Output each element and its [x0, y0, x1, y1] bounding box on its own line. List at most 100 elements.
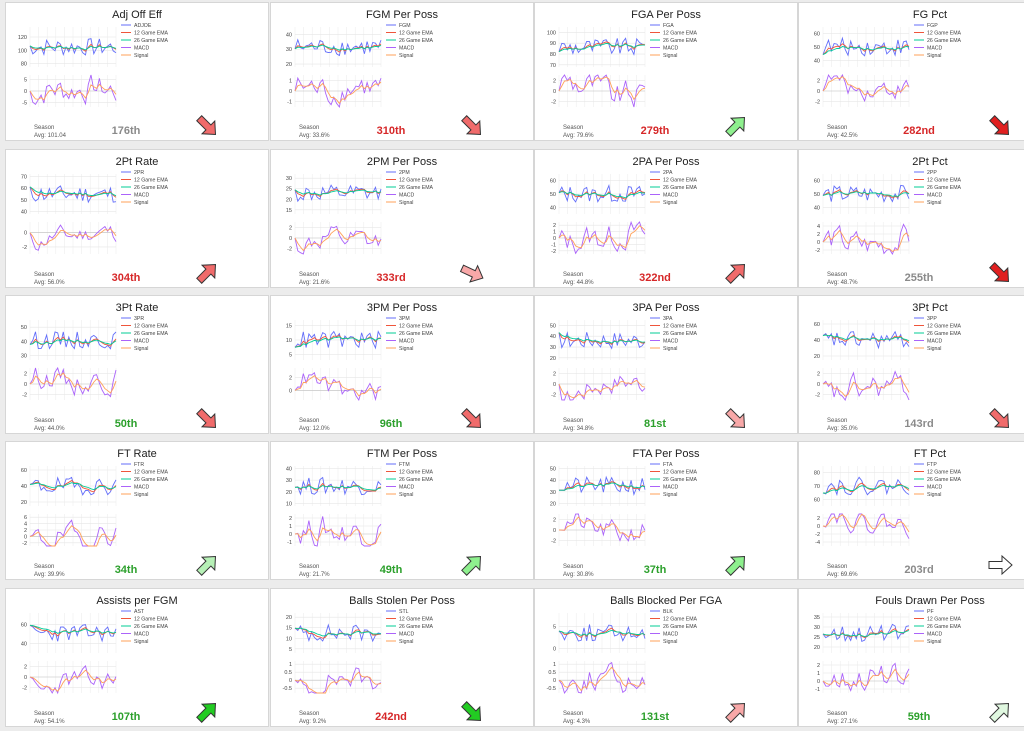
signal-series-line: [558, 379, 646, 399]
tick-label: 40: [21, 641, 27, 647]
tick-label: 0: [817, 679, 820, 685]
tick-label: 70: [814, 484, 820, 490]
legend-entry: 2PM: [399, 170, 410, 176]
legend-entry: FTA: [663, 462, 673, 468]
rank-label: 131st: [640, 711, 670, 723]
legend-entry: 26 Game EMA: [134, 477, 169, 483]
legend-entry: MACD: [927, 632, 943, 638]
legend-entry: ADJOE: [134, 23, 152, 29]
trend-arrow-icon: [725, 408, 746, 429]
season-label: Season: [34, 125, 55, 131]
tick-label: 70: [550, 63, 556, 69]
tick-label: 60: [21, 468, 27, 474]
legend-entry: MACD: [399, 485, 415, 491]
season-average: Avg: 27.1%: [827, 719, 858, 725]
rank-label: 304th: [111, 272, 141, 284]
legend-entry: AST: [134, 609, 145, 615]
rank-label: 282nd: [903, 125, 935, 137]
signal-series-line: [294, 671, 382, 694]
tick-label: 30: [550, 345, 556, 351]
stat-series-line: [294, 38, 382, 57]
legend-entry: 12 Game EMA: [134, 324, 169, 330]
legend-entry: 26 Game EMA: [927, 185, 962, 191]
tick-label: 50: [814, 192, 820, 198]
legend-entry: 26 Game EMA: [927, 331, 962, 337]
legend-entry: Signal: [134, 492, 148, 498]
tick-label: 0: [553, 647, 556, 653]
ema12-series-line: [29, 480, 117, 493]
tick-label: 40: [21, 484, 27, 490]
legend-entry: 26 Game EMA: [399, 624, 434, 630]
season-label: Season: [563, 272, 584, 278]
legend-entry: MACD: [927, 339, 943, 345]
ema26-series-line: [294, 44, 382, 51]
tick-label: 80: [550, 52, 556, 58]
season-label: Season: [563, 711, 584, 717]
legend-entry: 12 Game EMA: [927, 617, 962, 623]
rank-label: 255th: [904, 272, 934, 284]
tick-label: 2: [289, 516, 292, 522]
arrow-shape: [196, 408, 217, 429]
arrow-shape: [196, 115, 217, 136]
tick-label: 50: [21, 198, 27, 204]
chart-title: 3PM Per Poss: [366, 302, 438, 314]
tick-label: 0: [24, 231, 27, 237]
macd-series-line: [822, 662, 910, 692]
tick-label: 40: [286, 466, 292, 472]
tick-label: 100: [547, 30, 556, 36]
season-label: Season: [827, 418, 848, 424]
legend-entry: 2PA: [663, 170, 673, 176]
tick-label: 2: [817, 663, 820, 669]
stat-series-line: [822, 184, 910, 203]
rank-label: 49th: [379, 564, 403, 576]
season-average: Avg: 69.6%: [827, 572, 858, 578]
tick-label: 0: [553, 382, 556, 388]
stat-card: Fouls Drawn Per Poss 35 30 25 20 2 1 0 -1 PF 12 Ga…: [798, 588, 1024, 727]
stat-series-line: [558, 624, 646, 642]
season-average: Avg: 30.8%: [563, 572, 594, 578]
tick-label: 50: [550, 323, 556, 329]
tick-label: 2: [24, 528, 27, 534]
tick-label: 20: [814, 645, 820, 651]
legend-entry: Signal: [399, 492, 413, 498]
chart-title: Balls Stolen Per Poss: [349, 595, 455, 607]
ema12-series-line: [29, 186, 117, 198]
legend-entry: 26 Game EMA: [134, 38, 169, 44]
legend-entry: 12 Game EMA: [663, 324, 698, 330]
legend-entry: MACD: [399, 339, 415, 345]
season-average: Avg: 12.0%: [299, 426, 330, 432]
legend-entry: FGP: [927, 23, 938, 29]
signal-series-line: [558, 225, 646, 249]
tick-label: 1: [289, 78, 292, 84]
legend-entry: Signal: [663, 200, 677, 206]
chart-title: FGA Per Poss: [631, 9, 701, 21]
tick-label: 0: [817, 89, 820, 95]
tick-label: 60: [550, 179, 556, 185]
legend-entry: Signal: [663, 639, 677, 645]
tick-label: 4: [817, 224, 820, 230]
tick-label: -2: [22, 245, 27, 251]
rank-label: 203rd: [904, 564, 934, 576]
rank-label: 242nd: [375, 711, 407, 723]
